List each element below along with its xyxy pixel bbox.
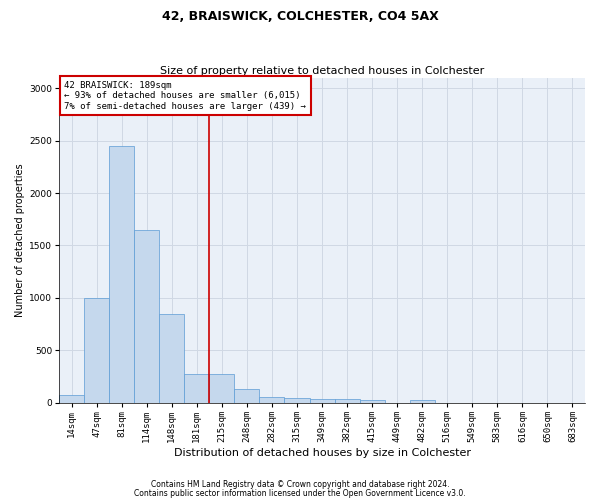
Text: 42, BRAISWICK, COLCHESTER, CO4 5AX: 42, BRAISWICK, COLCHESTER, CO4 5AX [161,10,439,23]
Bar [109,146,134,403]
Bar [284,398,310,403]
Title: Size of property relative to detached houses in Colchester: Size of property relative to detached ho… [160,66,484,76]
X-axis label: Distribution of detached houses by size in Colchester: Distribution of detached houses by size … [173,448,470,458]
Bar [235,389,259,403]
Text: Contains public sector information licensed under the Open Government Licence v3: Contains public sector information licen… [134,488,466,498]
Text: 42 BRAISWICK: 189sqm
← 93% of detached houses are smaller (6,015)
7% of semi-det: 42 BRAISWICK: 189sqm ← 93% of detached h… [64,81,306,110]
Bar [410,400,435,403]
Bar [335,398,359,403]
Bar [134,230,159,403]
Text: Contains HM Land Registry data © Crown copyright and database right 2024.: Contains HM Land Registry data © Crown c… [151,480,449,489]
Bar [209,374,235,403]
Y-axis label: Number of detached properties: Number of detached properties [15,164,25,317]
Bar [159,314,184,403]
Bar [184,374,209,403]
Bar [359,400,385,403]
Bar [310,398,335,403]
Bar [84,298,109,403]
Bar [59,395,84,403]
Bar [259,397,284,403]
